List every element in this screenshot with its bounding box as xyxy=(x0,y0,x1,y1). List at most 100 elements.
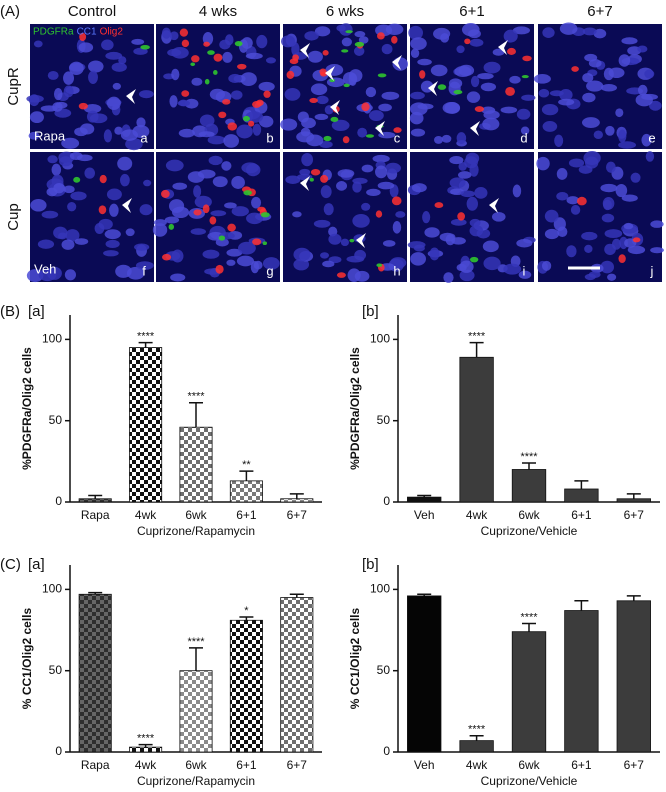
nucleus xyxy=(538,88,550,98)
nucleus xyxy=(582,72,594,83)
nucleus xyxy=(219,39,231,50)
nucleus xyxy=(171,206,190,219)
nucleus xyxy=(226,248,243,257)
nucleus xyxy=(586,80,604,92)
nucleus xyxy=(644,69,655,79)
nucleus xyxy=(224,202,237,209)
nucleus xyxy=(237,241,256,255)
nucleus xyxy=(53,182,65,194)
bar xyxy=(616,498,651,503)
olig2-cell xyxy=(222,99,231,105)
arrowhead xyxy=(126,89,136,104)
nucleus xyxy=(469,218,481,227)
nucleus xyxy=(297,111,309,123)
pdgfra-cell xyxy=(73,176,81,183)
error-bar xyxy=(574,480,589,489)
nucleus xyxy=(281,35,296,48)
x-tick-label: 6+1 xyxy=(236,508,257,522)
olig2-cell xyxy=(160,189,170,198)
nucleus xyxy=(357,127,368,138)
bar xyxy=(459,740,494,753)
nucleus xyxy=(340,238,349,247)
nucleus xyxy=(348,69,363,83)
nucleus xyxy=(372,154,390,163)
nucleus xyxy=(378,103,392,112)
nucleus xyxy=(483,256,501,271)
nucleus xyxy=(138,90,154,99)
nucleus xyxy=(637,84,648,96)
nucleus xyxy=(94,222,105,234)
error-bar xyxy=(522,462,536,470)
nucleus xyxy=(615,108,624,118)
nucleus xyxy=(581,117,600,128)
nucleus xyxy=(169,95,178,108)
pdgfra-cell xyxy=(349,238,355,243)
pdgfra-cell xyxy=(354,41,365,47)
x-axis-label: Cuprizone/Vehicle xyxy=(481,774,578,788)
error-bar xyxy=(574,600,589,611)
nucleus xyxy=(541,103,559,116)
nucleus xyxy=(164,216,180,224)
nucleus xyxy=(125,138,143,151)
significance-label: **** xyxy=(468,331,486,343)
nucleus xyxy=(556,168,568,180)
x-tick-label: 6wk xyxy=(185,508,207,522)
row-label: Cup xyxy=(5,203,22,231)
nucleus xyxy=(482,117,500,131)
y-tick-label: 50 xyxy=(49,663,63,677)
nucleus xyxy=(366,188,381,197)
nucleus xyxy=(314,26,331,37)
nucleus xyxy=(354,31,366,38)
nucleus xyxy=(61,137,80,149)
nucleus xyxy=(139,204,153,216)
nucleus xyxy=(354,270,370,282)
nucleus xyxy=(443,272,454,283)
micrograph xyxy=(26,24,154,151)
nucleus xyxy=(83,104,102,114)
image-letter: d xyxy=(520,130,527,145)
nucleus xyxy=(544,228,560,240)
olig2-cell xyxy=(618,254,626,263)
nucleus xyxy=(637,45,648,53)
nucleus xyxy=(322,260,335,268)
nucleus xyxy=(621,37,638,45)
x-axis-label: Cuprizone/Rapamycin xyxy=(137,524,255,538)
olig2-cell xyxy=(419,70,426,79)
nucleus xyxy=(461,23,480,37)
nucleus xyxy=(605,161,616,173)
nucleus xyxy=(265,57,276,64)
nucleus xyxy=(120,129,139,141)
nucleus xyxy=(63,185,75,194)
nucleus xyxy=(316,95,329,105)
micrograph xyxy=(283,152,407,282)
nucleus xyxy=(483,61,501,74)
nucleus xyxy=(134,243,150,251)
nucleus xyxy=(582,92,596,103)
stain-legend: CC1 xyxy=(77,27,97,38)
pdgfra-cell xyxy=(345,30,353,34)
nucleus xyxy=(223,134,240,148)
pdgfra-cell xyxy=(243,190,252,196)
olig2-cell xyxy=(162,253,172,261)
nucleus xyxy=(320,185,332,199)
nucleus xyxy=(285,175,301,184)
nucleus xyxy=(222,51,233,63)
nucleus xyxy=(449,156,464,165)
nucleus xyxy=(252,123,262,136)
bar xyxy=(229,619,263,753)
pdgfra-cell xyxy=(190,62,196,67)
column-header: 4 wks xyxy=(199,3,237,20)
nucleus xyxy=(70,191,87,201)
nucleus xyxy=(430,64,448,77)
nucleus xyxy=(245,111,264,123)
nucleus xyxy=(53,226,68,239)
x-tick-label: 6+7 xyxy=(287,508,308,522)
pdgfra-cell xyxy=(168,223,175,230)
image-letter: b xyxy=(266,130,273,145)
nucleus xyxy=(520,126,530,135)
nucleus xyxy=(516,108,531,120)
nucleus xyxy=(304,31,319,41)
nucleus xyxy=(207,135,226,145)
nucleus xyxy=(417,58,432,66)
nucleus xyxy=(627,245,646,255)
